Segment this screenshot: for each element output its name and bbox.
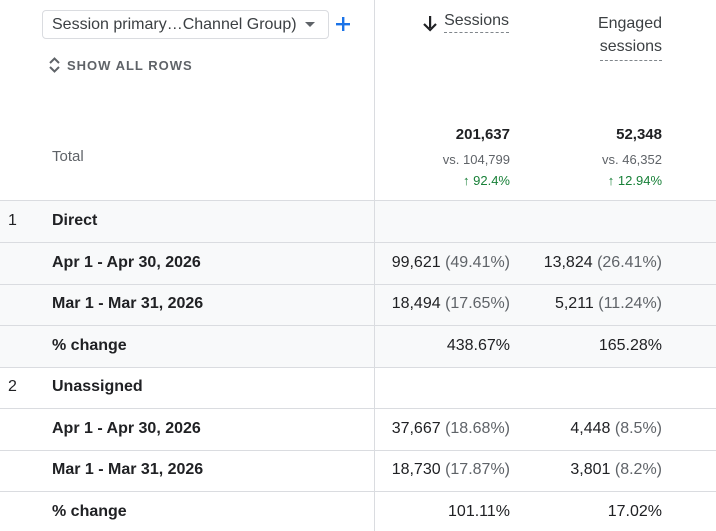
cell-divider: [374, 201, 375, 242]
table-row[interactable]: Apr 1 - Apr 30, 2026 99,621 (49.41%) 13,…: [0, 242, 716, 284]
engaged-cell: 165.28%: [599, 337, 662, 355]
row-label: Mar 1 - Mar 31, 2026: [52, 295, 204, 312]
sessions-cell: 438.67%: [447, 337, 510, 355]
total-engaged-change: ↑ 12.94%: [602, 173, 662, 188]
engaged-value: 13,824: [543, 254, 593, 271]
sessions-value: 101.11%: [448, 503, 510, 520]
row-index: 1: [8, 212, 17, 229]
engaged-value: 17.02%: [607, 503, 662, 520]
sessions-pct: (18.68%): [445, 420, 510, 437]
show-all-rows-label: SHOW ALL ROWS: [67, 57, 193, 73]
engaged-pct: (8.2%): [614, 461, 662, 478]
total-engaged-value: 52,348: [616, 126, 662, 143]
unfold-icon: [49, 57, 60, 73]
row-label: Apr 1 - Apr 30, 2026: [52, 254, 201, 271]
cell-divider: [374, 409, 375, 450]
sessions-cell: 99,621 (49.41%): [392, 254, 510, 272]
engaged-cell: 4,448 (8.5%): [570, 420, 662, 438]
sessions-header-label: Sessions: [444, 12, 509, 33]
engaged-value: 5,211: [554, 295, 594, 312]
total-engaged: 52,348 vs. 46,352 ↑ 12.94%: [602, 126, 662, 188]
engaged-cell: 3,801 (8.2%): [570, 461, 662, 479]
total-sessions: 201,637 vs. 104,799 ↑ 92.4%: [443, 126, 510, 188]
table-row[interactable]: % change 438.67% 165.28%: [0, 325, 716, 367]
engaged-cell: 13,824 (26.41%): [544, 254, 662, 272]
table-row[interactable]: Apr 1 - Apr 30, 2026 37,667 (18.68%) 4,4…: [0, 408, 716, 450]
sessions-pct: (49.41%): [445, 254, 510, 271]
chevron-down-icon: [305, 22, 315, 27]
engaged-sessions-column-header[interactable]: Engaged sessions: [598, 12, 662, 61]
total-label: Total: [52, 148, 84, 165]
cell-divider: [374, 492, 375, 531]
cell-divider: [374, 368, 375, 408]
sessions-cell: 18,494 (17.65%): [392, 295, 510, 313]
row-label: % change: [52, 503, 127, 520]
sessions-value: 18,494: [391, 295, 441, 312]
cell-divider: [374, 285, 375, 325]
table-row[interactable]: % change 101.11% 17.02%: [0, 491, 716, 531]
sessions-cell: 18,730 (17.87%): [392, 461, 510, 479]
total-sessions-value: 201,637: [455, 126, 510, 143]
show-all-rows-button[interactable]: SHOW ALL ROWS: [48, 56, 193, 74]
group-row-direct[interactable]: 1 Direct: [0, 200, 716, 242]
arrow-up-icon: ↑: [463, 173, 470, 188]
sessions-value: 37,667: [391, 420, 441, 437]
engaged-pct: (8.5%): [614, 420, 662, 437]
arrow-up-icon: ↑: [607, 173, 615, 188]
engaged-header-line1: Engaged: [597, 15, 662, 32]
total-sessions-change: ↑ 92.4%: [443, 173, 510, 188]
sessions-value: 99,621: [391, 254, 441, 271]
engaged-value: 4,448: [570, 420, 611, 437]
engaged-value: 165.28%: [598, 337, 662, 354]
engaged-cell: 17.02%: [608, 503, 662, 521]
sessions-column-header[interactable]: Sessions: [422, 12, 509, 33]
sessions-cell: 101.11%: [448, 503, 510, 521]
engaged-pct: (11.24%): [598, 295, 662, 312]
dimension-dropdown[interactable]: Session primary…Channel Group): [42, 10, 329, 39]
cell-divider: [374, 451, 375, 491]
sessions-value: 18,730: [391, 461, 441, 478]
row-label: Apr 1 - Apr 30, 2026: [52, 420, 201, 437]
group-row-unassigned[interactable]: 2 Unassigned: [0, 367, 716, 408]
arrow-down-icon: [423, 16, 437, 32]
add-dimension-button[interactable]: [333, 13, 353, 35]
group-name: Unassigned: [52, 378, 143, 395]
sessions-cell: 37,667 (18.68%): [392, 420, 510, 438]
sessions-pct: (17.87%): [445, 461, 510, 478]
cell-divider: [374, 243, 375, 284]
table-row[interactable]: Mar 1 - Mar 31, 2026 18,730 (17.87%) 3,8…: [0, 450, 716, 491]
row-label: % change: [52, 337, 127, 354]
cell-divider: [374, 326, 375, 367]
table-row[interactable]: Mar 1 - Mar 31, 2026 18,494 (17.65%) 5,2…: [0, 284, 716, 325]
sessions-pct: (17.65%): [445, 295, 510, 312]
engaged-pct: (26.41%): [597, 254, 662, 271]
row-index: 2: [8, 378, 17, 395]
plus-icon: [336, 17, 350, 31]
group-name: Direct: [52, 212, 98, 229]
total-engaged-change-value: 12.94%: [617, 173, 662, 188]
sessions-value: 438.67%: [446, 337, 510, 354]
total-sessions-change-value: 92.4%: [473, 173, 510, 188]
row-label: Mar 1 - Mar 31, 2026: [52, 461, 204, 478]
total-engaged-compare: vs. 46,352: [602, 152, 662, 167]
engaged-cell: 5,211 (11.24%): [555, 295, 662, 313]
engaged-value: 3,801: [570, 461, 611, 478]
total-sessions-compare: vs. 104,799: [442, 152, 510, 167]
dimension-dropdown-label: Session primary…Channel Group): [52, 15, 297, 33]
engaged-header-line2: sessions: [599, 35, 662, 61]
